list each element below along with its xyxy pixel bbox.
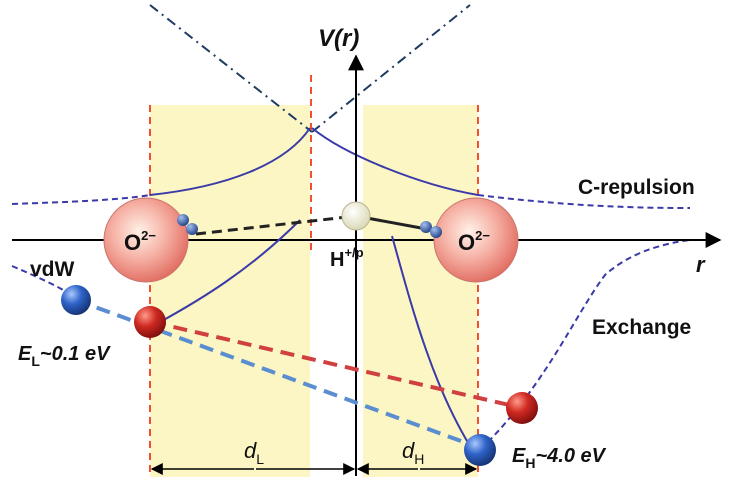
dist-low-label: dL <box>244 438 264 467</box>
electron-pair-right-1 <box>420 221 432 233</box>
oxygen-left-label: O2− <box>124 228 156 255</box>
high-energy-red-ball <box>506 392 538 424</box>
energy-high-label: EH~4.0 eV <box>512 445 607 471</box>
right-region <box>363 105 478 477</box>
oxygen-right-atom <box>433 197 519 283</box>
high-energy-blue-ball <box>464 434 496 466</box>
energy-low-label: EL~0.1 eV <box>18 343 111 369</box>
proton-label: H+/p <box>330 245 364 271</box>
proton-atom <box>341 201 371 231</box>
c-repulsion-label: C-repulsion <box>578 176 695 199</box>
vdw-label: vdW <box>30 258 75 281</box>
electron-pair-left-2 <box>186 223 198 235</box>
c-repulsion-right-curve <box>311 127 479 196</box>
c-repulsion-right-tail <box>477 194 691 209</box>
oxygen-left-atom <box>103 197 189 283</box>
c-repulsion-left-curve <box>149 127 311 196</box>
vdw-ball <box>61 285 91 315</box>
r-axis-label: r <box>696 252 706 277</box>
electron-pair-right-2 <box>430 226 442 238</box>
exchange-label: Exchange <box>592 316 691 339</box>
high-barrier-dash <box>151 320 523 410</box>
oxygen-right-label: O2− <box>458 228 490 255</box>
left-region <box>150 105 310 477</box>
v-axis-label: V(r) <box>318 25 359 52</box>
low-energy-ball <box>134 306 166 338</box>
dist-high-label: dH <box>402 438 424 467</box>
hydrogen-bond-dash <box>195 214 357 236</box>
electron-pair-left-1 <box>177 214 189 226</box>
potential-right-well <box>391 235 471 447</box>
potential-left-well <box>159 219 301 323</box>
